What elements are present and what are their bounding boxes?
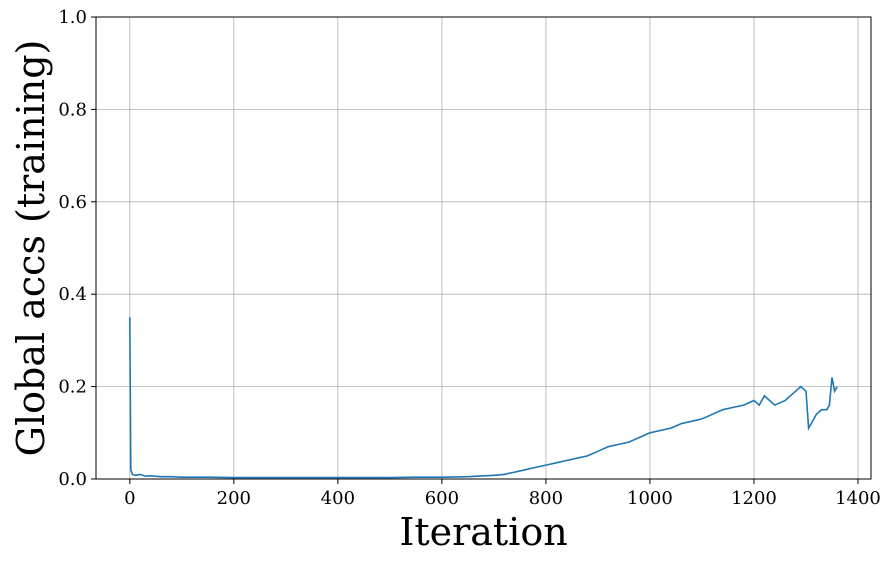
y-tick-label: 0.8 — [58, 99, 87, 120]
x-tick-label: 400 — [321, 488, 355, 509]
y-axis-title: Global accs (training) — [9, 40, 53, 457]
y-tick-label: 0.6 — [58, 192, 87, 213]
x-axis-ticks: 0 200 400 600 800 1000 1200 1400 — [124, 479, 881, 509]
x-tick-label: 1000 — [627, 488, 673, 509]
series-line — [129, 317, 838, 479]
x-tick-label: 600 — [425, 488, 459, 509]
x-tick-label: 800 — [529, 488, 563, 509]
x-axis-title: Iteration — [399, 510, 567, 554]
y-tick-label: 1.0 — [58, 7, 87, 28]
x-tick-label: 1200 — [731, 488, 777, 509]
y-tick-label: 0.2 — [58, 377, 87, 398]
x-tick-label: 200 — [217, 488, 251, 509]
y-tick-label: 0.0 — [58, 469, 87, 490]
x-tick-label: 0 — [124, 488, 135, 509]
plot-frame — [95, 16, 872, 480]
grid — [96, 16, 871, 480]
y-axis-ticks: 0.0 0.2 0.4 0.6 0.8 1.0 — [58, 7, 96, 490]
y-tick-label: 0.4 — [58, 284, 87, 305]
x-tick-label: 1400 — [835, 488, 881, 509]
